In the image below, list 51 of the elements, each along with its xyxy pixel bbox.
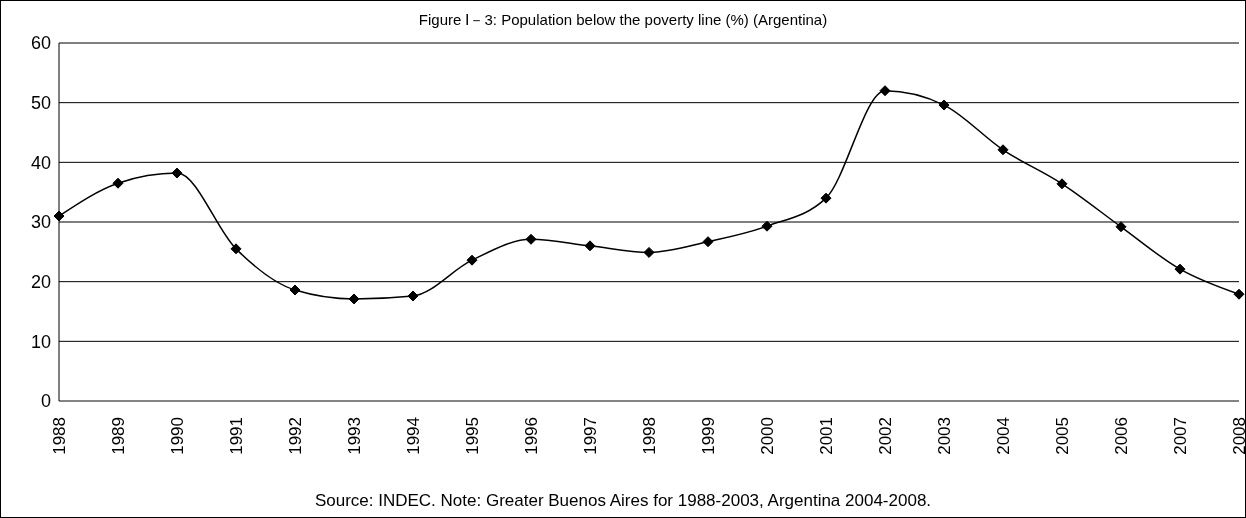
point xyxy=(407,290,419,302)
point xyxy=(643,246,655,258)
point xyxy=(584,240,596,252)
point xyxy=(112,177,124,189)
point xyxy=(466,254,478,266)
x-tick-label: 1994 xyxy=(403,417,423,455)
x-tick-label: 2005 xyxy=(1052,417,1072,455)
y-tick-label: 0 xyxy=(40,391,51,412)
x-tick-label: 2008 xyxy=(1229,417,1246,455)
point xyxy=(1174,263,1186,275)
x-tick-label: 1991 xyxy=(226,417,246,455)
x-tick-label: 1993 xyxy=(344,417,364,455)
point xyxy=(1056,178,1068,190)
y-tick-label: 40 xyxy=(30,152,51,173)
y-tick-label: 60 xyxy=(30,33,51,54)
point xyxy=(53,210,65,222)
point xyxy=(761,220,773,232)
x-tick-label: 1988 xyxy=(49,417,69,455)
x-tick-label: 2002 xyxy=(875,417,895,455)
x-tick-label: 2004 xyxy=(993,417,1013,455)
point xyxy=(820,192,832,204)
x-tick-label: 1999 xyxy=(698,417,718,455)
source-note: Source: INDEC. Note: Greater Buenos Aires for 1988-2003, Argentina 2004-2008. xyxy=(313,491,933,511)
x-tick-label: 2003 xyxy=(934,417,954,455)
point xyxy=(879,85,891,97)
x-tick-label: 1990 xyxy=(167,417,187,455)
y-tick-label: 10 xyxy=(30,331,51,352)
x-tick-label: 1998 xyxy=(639,417,659,455)
point xyxy=(525,233,537,245)
point xyxy=(230,243,242,255)
y-tick-label: 20 xyxy=(30,272,51,293)
point xyxy=(702,236,714,248)
x-tick-label: 2007 xyxy=(1170,417,1190,455)
chart-title: Figure Ⅰ－3: Population below the poverty line (%) (Argentina) xyxy=(417,11,829,30)
point xyxy=(289,284,301,296)
x-tick-label: 1989 xyxy=(108,417,128,455)
x-tick-label: 2006 xyxy=(1111,417,1131,455)
x-tick-label: 1997 xyxy=(580,417,600,455)
point xyxy=(348,293,360,305)
x-tick-label: 1996 xyxy=(521,417,541,455)
x-tick-label: 1995 xyxy=(462,417,482,455)
y-tick-label: 50 xyxy=(30,93,51,114)
x-tick-label: 2001 xyxy=(816,417,836,455)
point xyxy=(938,99,950,111)
point xyxy=(1115,221,1127,233)
x-tick-label: 2000 xyxy=(757,417,777,455)
x-tick-label: 1992 xyxy=(285,417,305,455)
point xyxy=(1233,288,1245,300)
point xyxy=(997,144,1009,156)
y-tick-label: 30 xyxy=(30,212,51,233)
point xyxy=(171,167,183,179)
